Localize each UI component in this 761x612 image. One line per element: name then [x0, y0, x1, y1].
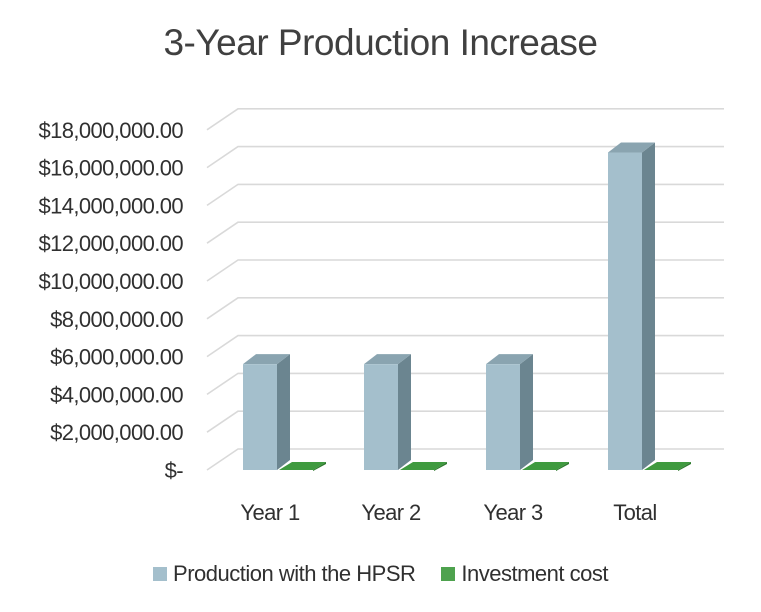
- bar-investment-side: [434, 462, 447, 471]
- y-tick-label: $8,000,000.00: [50, 307, 183, 332]
- legend-swatch-investment: [441, 567, 456, 581]
- legend-label-investment: Investment cost: [461, 561, 608, 586]
- bar-top: [608, 142, 655, 153]
- bars: [243, 142, 691, 471]
- x-tick-label: Year 2: [361, 500, 421, 525]
- bar-production: [243, 364, 277, 470]
- y-axis-ticks: $- $2,000,000.00 $4,000,000.00 $6,000,000.0…: [38, 118, 183, 483]
- y-tick-label: $12,000,000.00: [38, 231, 183, 256]
- bar-investment: [644, 462, 691, 470]
- bar-production: [608, 152, 642, 471]
- bar-production: [486, 364, 520, 470]
- gridline: [206, 108, 724, 131]
- x-tick-label: Year 1: [240, 500, 300, 525]
- gridline: [206, 448, 724, 471]
- y-tick-label: $2,000,000.00: [50, 420, 183, 445]
- bar-top: [364, 354, 411, 365]
- bar-investment-side: [556, 462, 569, 471]
- bar-top: [243, 354, 290, 365]
- bar-side: [277, 354, 290, 470]
- gridlines: [206, 108, 724, 471]
- bar-investment-side: [678, 462, 691, 471]
- y-tick-label: $16,000,000.00: [38, 156, 183, 181]
- gridline: [206, 410, 724, 433]
- chart-title: 3-Year Production Increase: [163, 22, 598, 63]
- legend-entry-investment[interactable]: Investment cost: [441, 561, 608, 587]
- y-tick-label: $14,000,000.00: [38, 193, 183, 218]
- legend-entry-production[interactable]: Production with the HPSR: [153, 561, 416, 587]
- bar-side: [642, 142, 655, 471]
- bar-side: [520, 354, 533, 470]
- y-tick-label: $-: [165, 458, 184, 483]
- gridline: [206, 372, 724, 396]
- gridline: [206, 183, 724, 207]
- y-tick-label: $10,000,000.00: [38, 269, 183, 294]
- x-tick-label: Year 3: [483, 500, 543, 525]
- y-tick-label: $4,000,000.00: [50, 382, 183, 407]
- x-tick-label: Total: [613, 500, 656, 525]
- y-tick-label: $6,000,000.00: [50, 345, 183, 370]
- gridline: [206, 296, 724, 320]
- legend: Production with the HPSR Investment cost: [0, 561, 761, 587]
- legend-label-production: Production with the HPSR: [173, 561, 416, 586]
- gridline: [206, 221, 724, 244]
- gridline: [206, 334, 724, 358]
- bar-investment: [400, 462, 447, 470]
- bar-side: [398, 354, 411, 470]
- y-tick-label: $18,000,000.00: [38, 118, 183, 143]
- bar-investment: [522, 462, 569, 470]
- bar-production: [364, 364, 398, 470]
- legend-swatch-production: [153, 567, 168, 581]
- bar-investment-side: [313, 462, 326, 471]
- x-axis-ticks: Year 1 Year 2 Year 3 Total: [240, 500, 657, 525]
- gridline: [206, 259, 724, 282]
- bar-top: [486, 354, 533, 365]
- gridline: [206, 145, 724, 169]
- bar-investment: [279, 462, 326, 470]
